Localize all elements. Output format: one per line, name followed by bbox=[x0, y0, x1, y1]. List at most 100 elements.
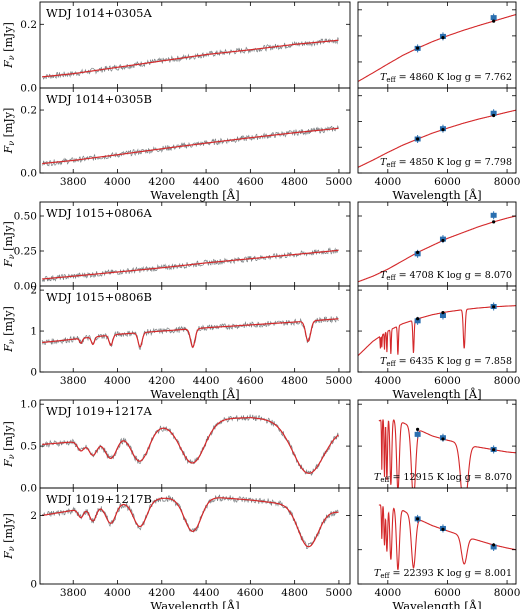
x-axis-label: Wavelength [Å] bbox=[392, 188, 481, 202]
plot-area bbox=[358, 109, 516, 168]
model-spectrum bbox=[42, 127, 339, 165]
xtick-label: 4000 bbox=[374, 176, 401, 188]
xtick-label: 3800 bbox=[60, 375, 87, 387]
teff-symbol: T bbox=[380, 356, 387, 367]
teff-subscript: eff bbox=[380, 476, 390, 484]
synthetic-point bbox=[416, 46, 420, 50]
y-axis-label-symbol: F bbox=[2, 145, 15, 154]
y-axis-label-unit: [mJy] bbox=[2, 513, 15, 546]
panel-7: 4000 6000 8000 Wavelength [Å] Teff = 6435 K … bbox=[357, 285, 520, 401]
synthetic-point bbox=[441, 35, 445, 40]
y-axis-label-subscript: ν bbox=[7, 546, 16, 551]
synthetic-point bbox=[492, 220, 496, 224]
fit-parameters: Teff = 6435 K log g = 7.858 bbox=[380, 356, 512, 368]
xtick-label: 4000 bbox=[374, 375, 401, 387]
synthetic-point bbox=[416, 250, 420, 254]
axes-frame bbox=[357, 285, 517, 373]
axes-frame bbox=[357, 87, 517, 174]
x-axis-label: Wavelength [Å] bbox=[150, 599, 239, 609]
synthetic-point bbox=[492, 113, 496, 118]
xtick-label: 3800 bbox=[60, 587, 87, 599]
plot-area bbox=[41, 494, 339, 550]
x-axis-label: Wavelength [Å] bbox=[392, 599, 481, 609]
xtick-label: 5000 bbox=[326, 176, 353, 188]
xtick-label: 4200 bbox=[148, 176, 175, 188]
model-spectrum bbox=[42, 417, 339, 474]
synthetic-point bbox=[416, 317, 420, 321]
synthetic-point bbox=[416, 427, 420, 431]
teff-value: = 4860 K log g = 7.762 bbox=[396, 72, 512, 83]
panel-5: Teff = 4708 K log g = 8.070 bbox=[357, 201, 517, 287]
panel-1: Teff = 4860 K log g = 7.762 bbox=[357, 1, 517, 89]
panel-10: 0 2 3800 4000 4200 4400 4600 4800 5000 Wavelength… bbox=[2, 487, 353, 609]
y-axis-label-unit: [mJy] bbox=[2, 221, 15, 254]
ytick-label: 0.0 bbox=[20, 483, 37, 495]
y-axis-label: Fν [mJy] bbox=[2, 221, 16, 268]
object-label: WDJ 1014+0305B bbox=[46, 92, 152, 106]
synthetic-point bbox=[441, 311, 445, 315]
teff-value: = 6435 K log g = 7.858 bbox=[396, 356, 512, 367]
x-axis-label: Wavelength [Å] bbox=[392, 387, 481, 401]
synthetic-point bbox=[441, 437, 445, 441]
observed-spectrum bbox=[41, 413, 339, 476]
teff-symbol: T bbox=[380, 157, 387, 168]
y-axis-label: Fν [mJy] bbox=[2, 513, 16, 560]
ytick-label: 2 bbox=[30, 510, 37, 522]
teff-subscript: eff bbox=[386, 274, 396, 282]
ytick-label: 0.00 bbox=[14, 281, 37, 293]
ytick-label: 0.50 bbox=[14, 211, 37, 223]
model-spectrum bbox=[42, 249, 339, 280]
y-axis-label-unit: [mJy] bbox=[2, 108, 15, 141]
xtick-label: 6000 bbox=[434, 375, 461, 387]
teff-symbol: T bbox=[380, 270, 387, 281]
y-axis-label: Fν [mJy] bbox=[2, 22, 16, 69]
y-axis-label: Fν [mJy] bbox=[2, 108, 16, 155]
y-axis-label-subscript: ν bbox=[7, 141, 16, 146]
xtick-label: 4600 bbox=[237, 375, 264, 387]
y-axis-label-subscript: ν bbox=[7, 454, 16, 459]
y-axis-label-unit: [mJy] bbox=[2, 306, 15, 339]
xtick-label: 5000 bbox=[326, 587, 353, 599]
fit-parameters: Teff = 12915 K log g = 8.070 bbox=[374, 472, 512, 484]
teff-value: = 22393 K log g = 8.001 bbox=[390, 568, 513, 579]
teff-subscript: eff bbox=[386, 76, 396, 84]
plot-area bbox=[41, 413, 339, 476]
plot-area bbox=[42, 124, 339, 167]
ytick-label: 0.0 bbox=[20, 168, 37, 180]
axes-frame bbox=[357, 487, 517, 585]
synthetic-point bbox=[416, 517, 420, 521]
panel-9: Teff = 12915 K log g = 8.070 bbox=[357, 399, 517, 489]
xtick-label: 8000 bbox=[494, 375, 520, 387]
y-axis-label-unit: [mJy] bbox=[2, 421, 15, 454]
synthetic-point bbox=[441, 527, 445, 531]
y-axis-label-subscript: ν bbox=[7, 55, 16, 60]
ytick-label: 0.2 bbox=[20, 105, 37, 117]
synthetic-point bbox=[416, 137, 420, 141]
xtick-label: 6000 bbox=[434, 587, 461, 599]
teff-symbol: T bbox=[374, 568, 381, 579]
synthetic-point bbox=[492, 19, 496, 23]
plot-area bbox=[378, 504, 516, 570]
xtick-label: 4400 bbox=[193, 375, 220, 387]
teff-symbol: T bbox=[380, 72, 387, 83]
axes-frame bbox=[39, 487, 351, 585]
ytick-label: 2 bbox=[30, 285, 37, 297]
object-label: WDJ 1019+1217B bbox=[46, 492, 152, 506]
panel-3: 4000 6000 8000 Wavelength [Å] Teff = 4850 K … bbox=[357, 87, 520, 202]
synthetic-point bbox=[441, 238, 445, 243]
y-axis-label: Fν [mJy] bbox=[2, 306, 16, 353]
xtick-label: 4200 bbox=[148, 375, 175, 387]
y-axis-label-unit: [mJy] bbox=[2, 22, 15, 55]
synthetic-point bbox=[441, 128, 445, 132]
panel-4: 0.00 0.25 0.50 WDJ 1015+0806A Fν [mJy] bbox=[2, 201, 351, 293]
xtick-label: 4800 bbox=[281, 176, 308, 188]
ytick-label: 0.5 bbox=[20, 441, 37, 453]
ytick-label: 0.2 bbox=[20, 19, 37, 31]
object-label: WDJ 1014+0305A bbox=[46, 6, 152, 20]
y-axis-label-subscript: ν bbox=[7, 339, 16, 344]
xtick-label: 4400 bbox=[193, 587, 220, 599]
x-axis-label: Wavelength [Å] bbox=[150, 387, 239, 401]
xtick-label: 8000 bbox=[494, 176, 520, 188]
x-axis-label: Wavelength [Å] bbox=[150, 188, 239, 202]
